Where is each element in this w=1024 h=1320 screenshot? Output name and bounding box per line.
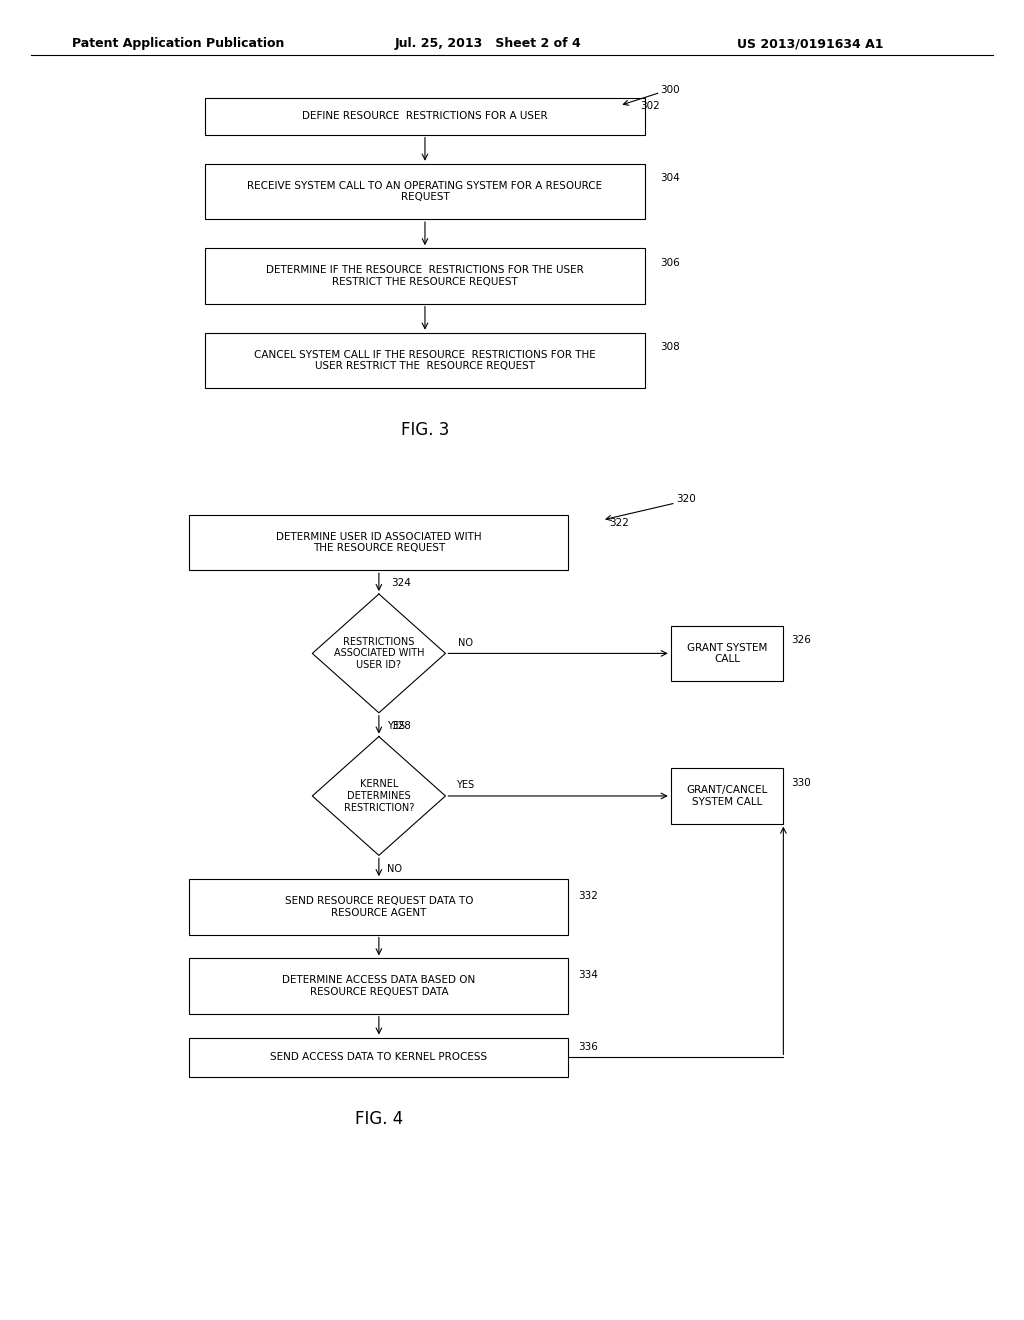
Text: GRANT/CANCEL
SYSTEM CALL: GRANT/CANCEL SYSTEM CALL bbox=[686, 785, 768, 807]
Text: CANCEL SYSTEM CALL IF THE RESOURCE  RESTRICTIONS FOR THE
USER RESTRICT THE  RESO: CANCEL SYSTEM CALL IF THE RESOURCE RESTR… bbox=[254, 350, 596, 371]
Bar bbox=[189, 515, 568, 570]
Text: 326: 326 bbox=[792, 635, 811, 645]
Polygon shape bbox=[312, 737, 445, 855]
Polygon shape bbox=[312, 594, 445, 713]
Bar bbox=[189, 1038, 568, 1077]
Text: RECEIVE SYSTEM CALL TO AN OPERATING SYSTEM FOR A RESOURCE
REQUEST: RECEIVE SYSTEM CALL TO AN OPERATING SYST… bbox=[248, 181, 602, 202]
Text: 302: 302 bbox=[640, 100, 659, 111]
Bar bbox=[205, 164, 645, 219]
Text: 308: 308 bbox=[660, 342, 680, 352]
Bar bbox=[189, 958, 568, 1014]
Bar bbox=[671, 626, 783, 681]
Bar bbox=[205, 333, 645, 388]
Text: 322: 322 bbox=[609, 517, 629, 528]
Text: 336: 336 bbox=[579, 1041, 598, 1052]
Bar bbox=[671, 768, 783, 824]
Text: 334: 334 bbox=[579, 970, 598, 981]
Text: US 2013/0191634 A1: US 2013/0191634 A1 bbox=[737, 37, 884, 50]
Text: FIG. 3: FIG. 3 bbox=[400, 421, 450, 440]
Bar bbox=[205, 248, 645, 304]
Text: 300: 300 bbox=[660, 84, 680, 95]
Text: DETERMINE USER ID ASSOCIATED WITH
THE RESOURCE REQUEST: DETERMINE USER ID ASSOCIATED WITH THE RE… bbox=[276, 532, 481, 553]
Text: 324: 324 bbox=[391, 578, 411, 589]
Text: 330: 330 bbox=[792, 777, 811, 788]
Text: 332: 332 bbox=[579, 891, 598, 902]
Text: YES: YES bbox=[456, 780, 474, 791]
Text: SEND ACCESS DATA TO KERNEL PROCESS: SEND ACCESS DATA TO KERNEL PROCESS bbox=[270, 1052, 487, 1063]
Bar bbox=[205, 98, 645, 135]
Text: Jul. 25, 2013   Sheet 2 of 4: Jul. 25, 2013 Sheet 2 of 4 bbox=[394, 37, 581, 50]
Text: RESTRICTIONS
ASSOCIATED WITH
USER ID?: RESTRICTIONS ASSOCIATED WITH USER ID? bbox=[334, 636, 424, 671]
Text: YES: YES bbox=[387, 721, 406, 731]
Bar bbox=[189, 879, 568, 935]
Text: 304: 304 bbox=[660, 173, 680, 183]
Text: KERNEL
DETERMINES
RESTRICTION?: KERNEL DETERMINES RESTRICTION? bbox=[344, 779, 414, 813]
Text: DEFINE RESOURCE  RESTRICTIONS FOR A USER: DEFINE RESOURCE RESTRICTIONS FOR A USER bbox=[302, 111, 548, 121]
Text: 328: 328 bbox=[391, 721, 411, 731]
Text: DETERMINE ACCESS DATA BASED ON
RESOURCE REQUEST DATA: DETERMINE ACCESS DATA BASED ON RESOURCE … bbox=[283, 975, 475, 997]
Text: NO: NO bbox=[458, 638, 473, 648]
Text: SEND RESOURCE REQUEST DATA TO
RESOURCE AGENT: SEND RESOURCE REQUEST DATA TO RESOURCE A… bbox=[285, 896, 473, 917]
Text: 306: 306 bbox=[660, 257, 680, 268]
Text: GRANT SYSTEM
CALL: GRANT SYSTEM CALL bbox=[687, 643, 767, 664]
Text: Patent Application Publication: Patent Application Publication bbox=[72, 37, 284, 50]
Text: DETERMINE IF THE RESOURCE  RESTRICTIONS FOR THE USER
RESTRICT THE RESOURCE REQUE: DETERMINE IF THE RESOURCE RESTRICTIONS F… bbox=[266, 265, 584, 286]
Text: 320: 320 bbox=[676, 494, 695, 504]
Text: FIG. 4: FIG. 4 bbox=[354, 1110, 403, 1129]
Text: NO: NO bbox=[387, 863, 402, 874]
